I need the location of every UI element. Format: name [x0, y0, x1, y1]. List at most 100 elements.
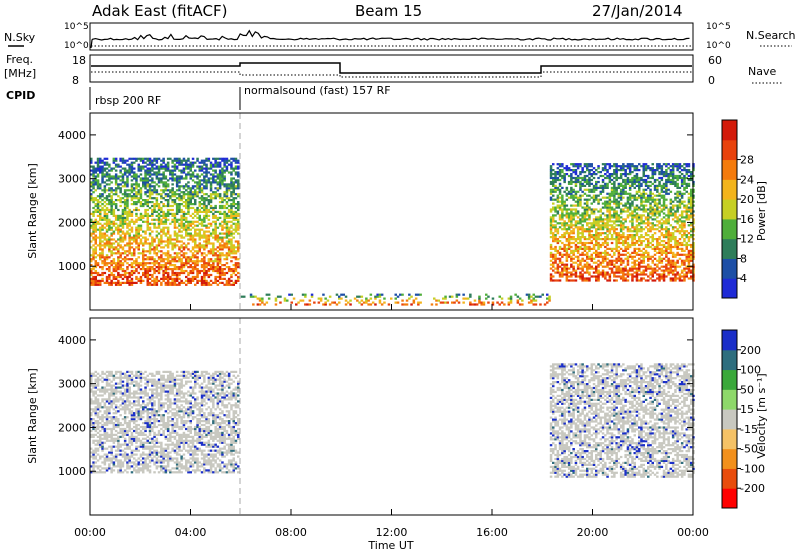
echo-cell — [139, 277, 143, 280]
echo-cell — [216, 173, 220, 176]
echo-cell — [160, 208, 163, 212]
echo-cell — [581, 220, 584, 223]
echo-cell — [164, 281, 168, 284]
echo-cell — [628, 186, 632, 189]
echo-cell — [139, 165, 143, 168]
echo-cell — [155, 254, 159, 257]
echo-cell — [198, 183, 201, 186]
echo-cell — [105, 216, 109, 219]
echo-cell — [583, 263, 587, 266]
echo-cell — [171, 273, 174, 277]
echo-cell — [114, 206, 118, 210]
freq-frame — [89, 54, 694, 83]
echo-cell — [230, 212, 233, 215]
echo-cell — [123, 234, 127, 237]
echo-cell — [90, 264, 93, 267]
echo-cell — [576, 190, 580, 193]
echo-cell — [146, 222, 149, 225]
echo-cell — [94, 218, 97, 221]
echo-cell — [227, 238, 231, 241]
echo-cell — [685, 204, 688, 207]
echo-cell — [166, 165, 170, 168]
echo-cell — [200, 220, 204, 223]
echo-cell — [216, 250, 220, 253]
echo-cell — [687, 184, 691, 187]
echo-cell — [554, 208, 557, 211]
echo-cell — [619, 230, 623, 233]
echo-cell — [626, 180, 630, 184]
echo-cell — [556, 176, 560, 180]
echo-cell — [628, 188, 632, 191]
echo-cell — [99, 246, 102, 249]
echo-cell — [669, 245, 673, 249]
echo-cell — [212, 165, 215, 168]
echo-cell — [651, 212, 654, 215]
echo-cell — [119, 264, 122, 267]
echo-cell — [680, 241, 684, 245]
echo-cell — [567, 224, 571, 227]
echo-cell — [613, 230, 616, 233]
echo-cell — [669, 269, 673, 272]
echo-cell — [164, 163, 168, 166]
echo-cell — [258, 303, 262, 306]
echo-cell — [628, 267, 632, 270]
echo-cell — [166, 246, 170, 249]
echo-cell — [613, 182, 616, 185]
echo-cell — [647, 241, 650, 245]
echo-cell — [112, 281, 116, 284]
echo-cell — [160, 230, 163, 233]
echo-cell — [631, 212, 634, 215]
echo-cell — [180, 224, 183, 227]
echo-cell — [194, 242, 197, 245]
echo-cell — [139, 197, 143, 200]
echo-cell — [592, 238, 596, 241]
echo-cell — [556, 279, 560, 282]
echo-cell — [203, 260, 206, 263]
echo-cell — [180, 171, 183, 174]
echo-cell — [139, 262, 143, 265]
echo-cell — [230, 157, 233, 160]
echo-cell — [103, 212, 107, 215]
echo-cell — [205, 216, 208, 219]
echo-cell — [565, 259, 569, 262]
echo-cell — [667, 220, 670, 223]
echo-cell — [554, 247, 557, 250]
echo-cell — [227, 187, 231, 190]
echo-cell — [94, 275, 97, 279]
echo-cell — [203, 159, 206, 162]
echo-cell — [558, 190, 562, 193]
echo-cell — [642, 255, 645, 258]
echo-cell — [146, 281, 149, 284]
echo-cell — [216, 283, 220, 286]
echo-cell — [592, 247, 596, 250]
echo-cell — [642, 190, 645, 193]
echo-cell — [157, 266, 161, 269]
echo-cell — [135, 159, 138, 162]
echo-cell — [119, 266, 122, 269]
echo-cell — [171, 183, 174, 186]
echo-cell — [185, 258, 188, 261]
echo-cell — [209, 264, 213, 267]
echo-cell — [99, 195, 102, 198]
echo-cell — [191, 206, 195, 210]
echo-cell — [196, 268, 199, 271]
echo-cell — [662, 234, 666, 237]
freq-label: Freq. — [6, 53, 33, 66]
echo-cell — [667, 271, 670, 274]
echo-cell — [597, 255, 600, 258]
echo-cell — [608, 273, 612, 276]
echo-cell — [590, 226, 593, 229]
echo-cell — [617, 202, 621, 205]
echo-cell — [640, 196, 643, 199]
echo-cell — [586, 212, 589, 215]
echo-cell — [665, 171, 668, 174]
echo-cell — [221, 206, 224, 210]
echo-cell — [214, 268, 217, 271]
echo-cell — [223, 222, 226, 225]
echo-cell — [567, 196, 571, 199]
echo-cell — [101, 240, 104, 243]
echo-cell — [123, 232, 127, 235]
echo-cell — [151, 273, 154, 277]
echo-cell — [556, 198, 560, 201]
echo-cell — [549, 208, 553, 211]
